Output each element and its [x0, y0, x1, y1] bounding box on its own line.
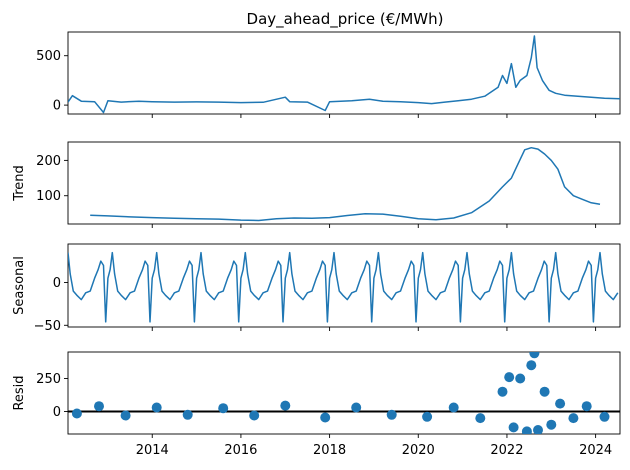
- y-tick-label: 100: [36, 189, 61, 204]
- panel-frame: [67, 31, 621, 115]
- resid-point: [521, 426, 532, 434]
- series-line-trend: [90, 146, 601, 222]
- series-line-seasonal: [68, 251, 619, 323]
- y-tick-label: −50: [34, 319, 61, 334]
- resid-point: [533, 425, 543, 434]
- y-axis-label: Resid: [12, 375, 27, 410]
- resid-point: [539, 386, 550, 397]
- resid-point: [386, 409, 397, 420]
- resid-point: [475, 413, 486, 424]
- resid-point: [497, 386, 508, 397]
- panel-frame: [67, 141, 621, 225]
- panel-seasonal: −50 0 Seasonal: [12, 243, 621, 334]
- x-tick-label: 2016: [224, 443, 257, 458]
- x-tick-label: 2020: [402, 443, 435, 458]
- y-tick-label: 0: [53, 99, 61, 114]
- resid-point: [280, 400, 291, 411]
- x-tick-label: 2018: [313, 443, 346, 458]
- panel-data: [68, 251, 619, 323]
- resid-point: [529, 352, 540, 359]
- series-line-observed: [68, 35, 620, 114]
- resid-point: [182, 409, 193, 420]
- panel-data: [68, 35, 620, 114]
- x-tick-label: 2022: [490, 443, 523, 458]
- y-tick-label: 200: [36, 154, 61, 169]
- panel-observed: 0 500: [36, 31, 621, 118]
- resid-point: [218, 403, 229, 414]
- resid-point: [351, 402, 362, 413]
- y-tick-label: 250: [36, 372, 61, 387]
- resid-point: [94, 401, 104, 412]
- panel-data: [68, 352, 620, 434]
- resid-point: [504, 372, 515, 383]
- resid-point: [555, 398, 566, 409]
- x-tick-label: 2014: [136, 443, 169, 458]
- resid-point: [526, 360, 537, 371]
- resid-point: [249, 410, 260, 421]
- y-axis-label: Trend: [12, 165, 27, 202]
- y-tick-label: 0: [53, 276, 61, 291]
- y-tick-label: 0: [53, 405, 61, 420]
- resid-point: [422, 411, 433, 422]
- resid-point: [508, 422, 519, 433]
- resid-point: [71, 408, 82, 419]
- resid-point: [151, 402, 162, 413]
- resid-point: [448, 402, 459, 413]
- x-tick-label: 2024: [579, 443, 612, 458]
- panel-resid: 0 250 2014 2016 2018 2020 2022 2024 Resid: [12, 351, 621, 458]
- panel-data: [90, 146, 601, 222]
- resid-point: [320, 412, 331, 423]
- y-axis-label: Seasonal: [12, 256, 27, 315]
- resid-point: [546, 419, 557, 430]
- y-tick-label: 500: [36, 49, 61, 64]
- resid-point: [581, 401, 592, 412]
- panel-frame: [67, 351, 621, 435]
- resid-point: [568, 413, 579, 424]
- panel-frame: [67, 243, 621, 328]
- resid-point: [515, 373, 526, 384]
- resid-point: [599, 411, 610, 422]
- chart-title: Day_ahead_price (€/MWh): [247, 10, 444, 29]
- panels-group: 0 500 100 200 Trend −50 0 Seasonal 0 250 2014 2016 2…: [12, 31, 621, 458]
- panel-trend: 100 200 Trend: [12, 141, 621, 228]
- resid-point: [120, 410, 131, 421]
